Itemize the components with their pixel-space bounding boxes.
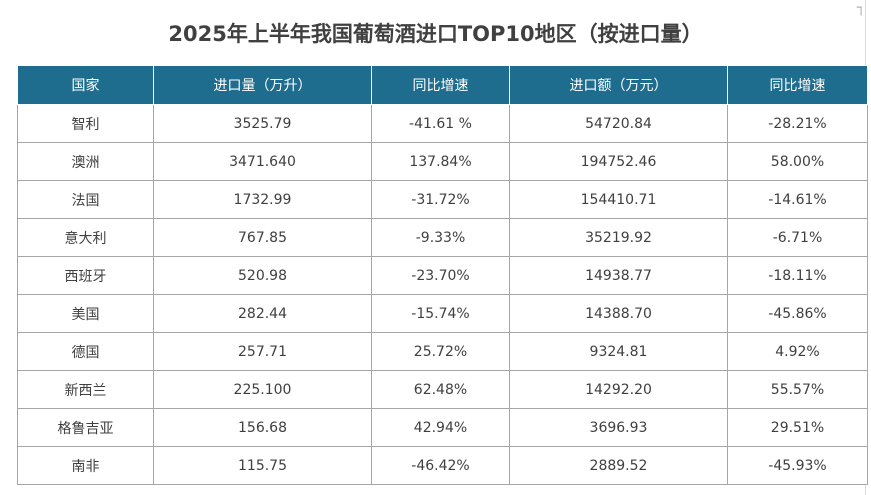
- header-import-volume: 进口量（万升）: [153, 65, 372, 105]
- cell-value-yoy: -14.61%: [727, 180, 868, 219]
- cell-value-yoy: 58.00%: [727, 142, 868, 181]
- cell-country: 西班牙: [17, 256, 154, 295]
- cell-import-value: 14938.77: [509, 256, 728, 295]
- cell-import-volume: 3471.640: [153, 142, 372, 181]
- cell-import-volume: 3525.79: [153, 104, 372, 143]
- cell-import-value: 194752.46: [509, 142, 728, 181]
- cell-import-volume: 1732.99: [153, 180, 372, 219]
- cell-value-yoy: 4.92%: [727, 332, 868, 371]
- cell-country: 德国: [17, 332, 154, 371]
- cell-import-volume: 257.71: [153, 332, 372, 371]
- cell-import-value: 14292.20: [509, 370, 728, 409]
- cell-country: 澳洲: [17, 142, 154, 181]
- cell-volume-yoy: -9.33%: [371, 218, 510, 257]
- cell-volume-yoy: -23.70%: [371, 256, 510, 295]
- cell-value-yoy: -45.86%: [727, 294, 868, 333]
- cell-country: 智利: [17, 104, 154, 143]
- table-row: 南非 115.75 -46.42% 2889.52 -45.93%: [17, 446, 868, 485]
- cell-value-yoy: -18.11%: [727, 256, 868, 295]
- cell-import-value: 14388.70: [509, 294, 728, 333]
- cell-import-volume: 115.75: [153, 446, 372, 485]
- cell-volume-yoy: 42.94%: [371, 408, 510, 447]
- cell-volume-yoy: 62.48%: [371, 370, 510, 409]
- cell-value-yoy: 29.51%: [727, 408, 868, 447]
- cell-import-value: 9324.81: [509, 332, 728, 371]
- cell-country: 格鲁吉亚: [17, 408, 154, 447]
- cell-volume-yoy: 137.84%: [371, 142, 510, 181]
- table-row: 格鲁吉亚 156.68 42.94% 3696.93 29.51%: [17, 408, 868, 447]
- cell-volume-yoy: -15.74%: [371, 294, 510, 333]
- cell-volume-yoy: -41.61 %: [371, 104, 510, 143]
- cell-country: 新西兰: [17, 370, 154, 409]
- cell-import-value: 3696.93: [509, 408, 728, 447]
- cell-value-yoy: -45.93%: [727, 446, 868, 485]
- cell-import-value: 35219.92: [509, 218, 728, 257]
- cell-import-volume: 225.100: [153, 370, 372, 409]
- cell-volume-yoy: -46.42%: [371, 446, 510, 485]
- cell-country: 法国: [17, 180, 154, 219]
- cell-value-yoy: -6.71%: [727, 218, 868, 257]
- cell-volume-yoy: 25.72%: [371, 332, 510, 371]
- header-import-value: 进口额（万元）: [509, 65, 728, 105]
- table-row: 美国 282.44 -15.74% 14388.70 -45.86%: [17, 294, 868, 333]
- table-row: 德国 257.71 25.72% 9324.81 4.92%: [17, 332, 868, 371]
- table-row: 西班牙 520.98 -23.70% 14938.77 -18.11%: [17, 256, 868, 295]
- table-row: 法国 1732.99 -31.72% 154410.71 -14.61%: [17, 180, 868, 219]
- cell-country: 意大利: [17, 218, 154, 257]
- cell-import-value: 154410.71: [509, 180, 728, 219]
- header-row: 国家 进口量（万升） 同比增速 进口额（万元） 同比增速: [17, 65, 868, 105]
- table-title: 2025年上半年我国葡萄酒进口TOP10地区（按进口量）: [168, 22, 703, 46]
- cell-import-volume: 282.44: [153, 294, 372, 333]
- crop-mark-icon: ┐: [857, 0, 866, 16]
- cell-country: 美国: [17, 294, 154, 333]
- cell-country: 南非: [17, 446, 154, 485]
- header-volume-yoy: 同比增速: [371, 65, 510, 105]
- table-row: 智利 3525.79 -41.61 % 54720.84 -28.21%: [17, 104, 868, 143]
- cell-import-value: 54720.84: [509, 104, 728, 143]
- data-table: 国家 进口量（万升） 同比增速 进口额（万元） 同比增速 智利 3525.79 -4…: [17, 65, 868, 485]
- table-body: 智利 3525.79 -41.61 % 54720.84 -28.21% 澳洲 3471.6…: [17, 104, 868, 485]
- cell-import-volume: 520.98: [153, 256, 372, 295]
- table-row: 新西兰 225.100 62.48% 14292.20 55.57%: [17, 370, 868, 409]
- header-value-yoy: 同比增速: [727, 65, 868, 105]
- header-country: 国家: [17, 65, 154, 105]
- cell-value-yoy: -28.21%: [727, 104, 868, 143]
- cell-import-volume: 767.85: [153, 218, 372, 257]
- cell-import-value: 2889.52: [509, 446, 728, 485]
- cell-import-volume: 156.68: [153, 408, 372, 447]
- cell-volume-yoy: -31.72%: [371, 180, 510, 219]
- table-row: 意大利 767.85 -9.33% 35219.92 -6.71%: [17, 218, 868, 257]
- table-row: 澳洲 3471.640 137.84% 194752.46 58.00%: [17, 142, 868, 181]
- cell-value-yoy: 55.57%: [727, 370, 868, 409]
